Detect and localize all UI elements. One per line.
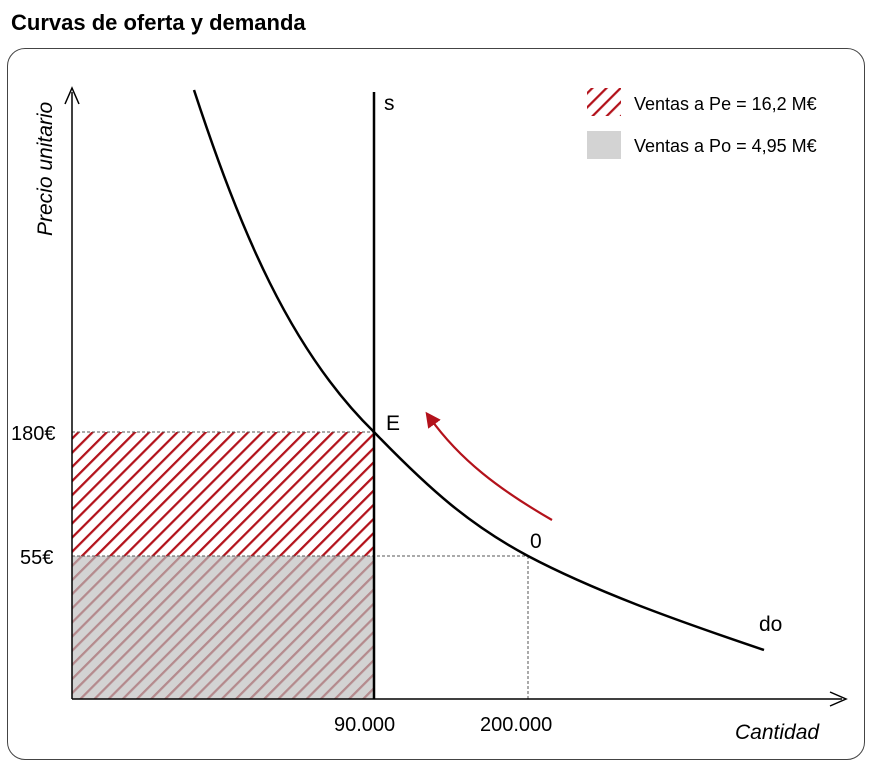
sales-area-po (72, 556, 374, 699)
x-tick-200000: 200.000 (480, 714, 552, 736)
demand-curve-label: do (759, 613, 782, 636)
original-point-label: 0 (530, 530, 542, 553)
legend: Ventas a Pe = 16,2 M€ Ventas a Po = 4,95… (587, 88, 817, 159)
sales-area-pe (72, 432, 374, 556)
y-tick-180: 180€ (11, 423, 56, 445)
y-axis-label: Precio unitario (34, 101, 57, 236)
y-axis-arrowhead (64, 86, 80, 105)
legend-label-pe: Ventas a Pe = 16,2 M€ (634, 94, 817, 114)
diagram-frame (7, 48, 865, 760)
y-tick-55: 55€ (20, 547, 53, 569)
supply-curve-label: s (384, 92, 395, 115)
demand-curve (192, 89, 765, 652)
page-title: Curvas de oferta y demanda (11, 10, 306, 35)
x-axis-label: Cantidad (735, 721, 820, 744)
movement-arrow-icon (425, 411, 553, 521)
equilibrium-point-label: E (386, 412, 400, 435)
legend-swatch-hatched-red (587, 88, 621, 116)
legend-label-po: Ventas a Po = 4,95 M€ (634, 136, 817, 156)
x-tick-90000: 90.000 (334, 714, 395, 736)
x-axis-arrowhead (829, 691, 848, 707)
legend-swatch-gray (587, 131, 621, 159)
